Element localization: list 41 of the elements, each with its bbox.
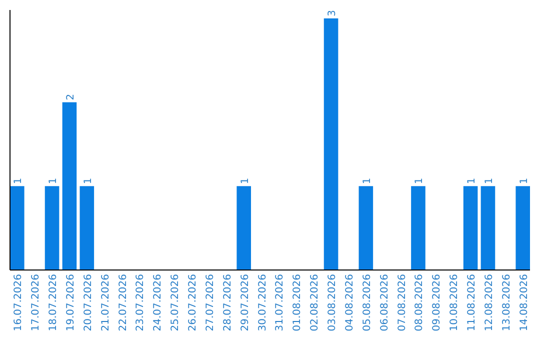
x-tick-label: 10.08.2026	[449, 274, 460, 332]
x-tick-label: 17.07.2026	[30, 274, 42, 332]
x-tick-label: 14.08.2026	[518, 274, 530, 332]
x-tick-label: 06.08.2026	[379, 274, 390, 332]
data-label: 2	[65, 94, 76, 100]
x-tick-label: 13.08.2026	[501, 274, 512, 332]
x-tick-label: 02.08.2026	[310, 274, 321, 332]
x-tick-label: 11.08.2026	[466, 274, 478, 332]
data-label: 1	[13, 178, 24, 184]
x-tick-label: 12.08.2026	[484, 274, 495, 332]
data-label: 1	[48, 178, 60, 184]
data-label: 1	[240, 178, 251, 184]
data-label: 1	[414, 178, 426, 184]
x-tick-label: 01.08.2026	[292, 274, 304, 332]
x-tick-label: 04.08.2026	[344, 274, 356, 332]
x-tick-label: 07.08.2026	[396, 274, 408, 332]
x-tick-label: 08.08.2026	[414, 274, 426, 332]
data-label: 1	[484, 178, 495, 184]
x-tick-label: 27.07.2026	[204, 274, 216, 332]
x-tick-label: 29.07.2026	[240, 274, 251, 332]
x-tick-label: 23.07.2026	[135, 274, 146, 332]
data-label: 1	[82, 178, 94, 184]
data-label: 1	[518, 178, 530, 184]
x-tick-label: 21.07.2026	[100, 274, 112, 332]
x-tick-label: 30.07.2026	[257, 274, 268, 332]
x-tick-label: 31.07.2026	[274, 274, 286, 332]
x-tick-label: 20.07.2026	[82, 274, 94, 332]
x-tick-label: 03.08.2026	[327, 274, 338, 332]
x-tick-label: 22.07.2026	[118, 274, 129, 332]
x-tick-label: 28.07.2026	[222, 274, 234, 332]
data-label: 1	[466, 178, 478, 184]
data-label: 3	[327, 10, 338, 16]
x-tick-label: 25.07.2026	[170, 274, 182, 332]
x-tick-label: 05.08.2026	[362, 274, 373, 332]
x-tick-label: 18.07.2026	[48, 274, 60, 332]
x-tick-label: 16.07.2026	[13, 274, 24, 332]
x-tick-label: 09.08.2026	[432, 274, 443, 332]
x-tick-label: 24.07.2026	[152, 274, 164, 332]
data-label: 1	[362, 178, 373, 184]
x-tick-label: 19.07.2026	[65, 274, 76, 332]
x-tick-label: 26.07.2026	[188, 274, 199, 332]
